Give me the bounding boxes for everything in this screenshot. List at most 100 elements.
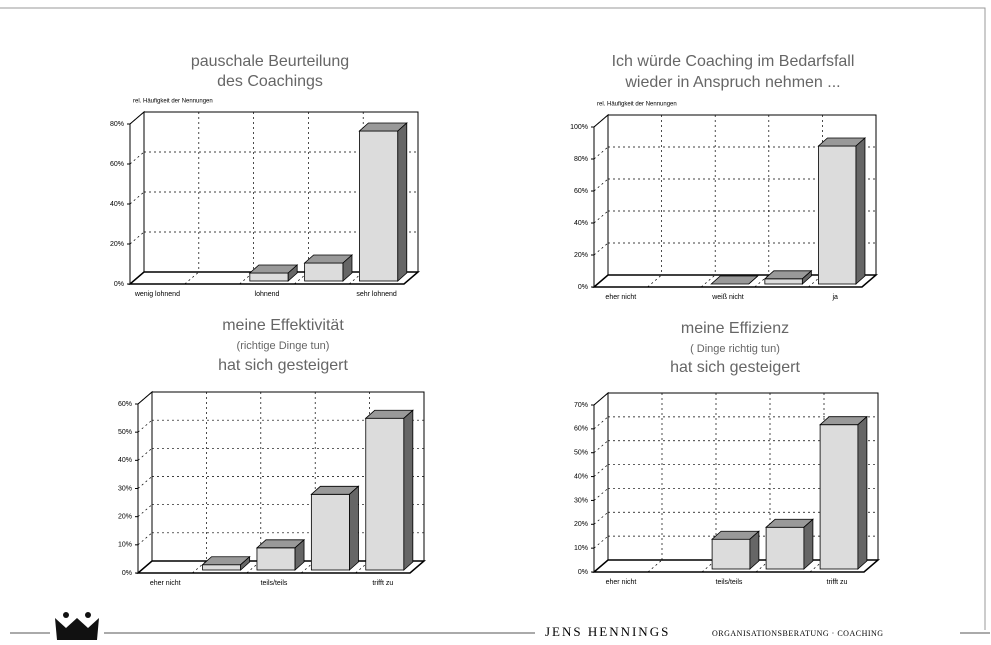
chart-title: des Coachings [217,73,323,90]
grid-line [593,559,609,573]
bar [765,518,814,570]
grid-line [593,535,609,549]
grid-line [129,271,145,285]
y-tick-label: 70% [574,402,588,409]
bar-side [342,254,353,282]
grid-line [137,504,153,517]
grid-line [593,392,609,406]
bar-side [240,555,251,571]
bar-front [365,417,405,571]
logo [55,612,99,640]
y-tick-label: 100% [570,124,588,131]
grid-line [137,419,153,433]
y-tick-label: 40% [574,473,588,480]
x-tick-label: eher nicht [606,579,637,586]
grid-line [593,464,609,477]
grid-line [593,114,609,128]
x-tick-label: weiß nicht [711,294,744,301]
bar-side [857,415,868,570]
grid-line [137,391,153,405]
bar [248,264,299,282]
y-tick-label: 40% [118,457,132,464]
x-tick-label: eher nicht [150,580,181,587]
footer-name: JENS HENNINGS [545,624,670,639]
y-tick-label: 50% [574,450,588,457]
y-tick-label: 60% [574,426,588,433]
y-tick-label: 10% [574,545,588,552]
x-tick-label: trifft zu [827,579,848,586]
bar-side [349,485,359,571]
grid-line [593,488,609,501]
y-tick-label: 0% [122,570,132,577]
bar [303,254,354,282]
y-tick-label: 60% [574,188,588,195]
grid-line [129,191,145,205]
bar-side [397,122,408,282]
grid-line [593,416,609,430]
bar [201,555,251,571]
side-wall [593,113,609,289]
bar [819,415,868,570]
chart-title: Ich würde Coaching im Bedarfsfall [612,53,855,70]
chart-title: meine Effizienz [681,320,789,337]
chart-title: meine Effektivität [222,317,344,334]
y-tick-label: 50% [118,429,132,436]
y-tick-label: 0% [578,284,588,291]
x-tick-label: eher nicht [605,294,636,301]
x-tick-label: teils/teils [261,580,288,587]
bar-side [801,269,812,285]
grid-line [129,231,145,245]
y-tick-label: 0% [114,281,124,288]
bar-front [249,272,289,282]
grid-line [137,476,153,489]
bar-front [256,547,296,571]
chart-title: ( Dinge richtig tun) [690,343,780,355]
bar [255,538,306,571]
chart-title: hat sich gesteigert [218,357,348,374]
bar-side [749,530,760,570]
y-tick-label: 0% [578,569,588,576]
chart-title: pauschale Beurteilung [191,53,349,70]
bar [364,409,414,571]
x-tick-label: trifft zu [372,580,393,587]
y-tick-label: 20% [118,514,132,521]
bar-side [287,264,298,282]
grid-line [593,210,609,224]
category-divider [184,271,200,285]
grid-line [129,151,145,165]
bar-side [294,538,305,571]
y-tick-label: 20% [574,252,588,259]
grid-line [593,440,609,453]
grid-line [137,532,153,546]
chart-title: hat sich gesteigert [670,359,800,376]
y-tick-label: 10% [118,542,132,549]
grid-line [593,274,609,288]
grid-line [593,146,609,160]
chart-title: wieder in Anspruch nehmen ... [624,74,840,91]
bar [358,122,408,282]
grid-line [593,242,609,256]
bar-front [764,278,803,285]
bar [310,485,360,571]
side-wall [137,390,153,575]
bar-front [202,564,242,571]
bar-front [711,538,751,570]
bar [817,137,867,285]
x-tick-label: lohnend [255,291,280,298]
category-divider [647,559,663,573]
x-tick-label: teils/teils [716,579,743,586]
bar-front [819,424,859,570]
grid-line [137,448,153,461]
bar [763,269,813,285]
y-tick-label: 40% [110,201,124,208]
side-wall [593,391,609,574]
bar-side [855,137,866,285]
grid-line [593,178,609,192]
bar-side [748,275,759,285]
grid-line [593,512,609,525]
bar-front [359,130,399,282]
grid-line [137,560,153,574]
x-tick-label: wenig lohnend [134,291,180,298]
bar-side [403,409,414,571]
category-divider [647,274,662,288]
